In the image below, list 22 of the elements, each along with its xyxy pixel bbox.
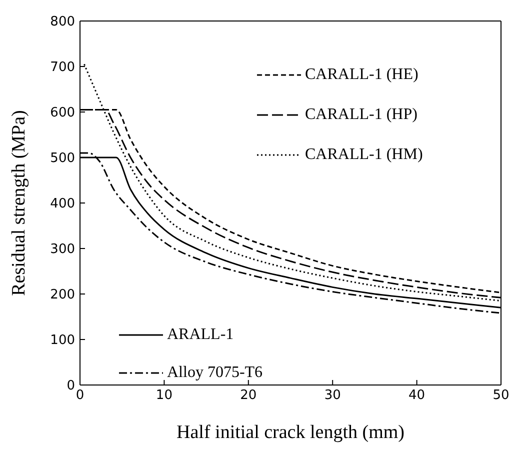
y-tick-label: 300 (50, 242, 75, 258)
x-axis-title: Half initial crack length (mm) (176, 422, 404, 443)
x-tick-label: 30 (324, 388, 341, 404)
legend-label: CARALL-1 (HE) (305, 66, 418, 84)
y-tick-label: 200 (50, 288, 75, 303)
legend-label: CARALL-1 (HP) (305, 106, 418, 124)
x-tick-label: 50 (492, 388, 510, 404)
y-tick-label: 0 (66, 378, 75, 394)
y-tick-label: 400 (50, 196, 75, 212)
y-tick-label: 800 (50, 14, 75, 30)
y-tick-label: 100 (50, 333, 75, 348)
y-tick-label: 700 (50, 60, 75, 76)
y-tick-label: 600 (50, 106, 75, 121)
x-tick-label: 10 (156, 388, 172, 404)
legend-label: ARALL-1 (167, 326, 234, 344)
x-tick-label: 0 (76, 388, 84, 404)
legend-label: Alloy 7075-T6 (167, 364, 263, 382)
y-axis-title: Residual strength (MPa) (8, 110, 30, 296)
x-tick-label: 20 (240, 388, 257, 404)
x-tick-label: 40 (408, 388, 426, 404)
legend-label: CARALL-1 (HM) (305, 146, 423, 164)
y-tick-label: 500 (50, 151, 75, 166)
